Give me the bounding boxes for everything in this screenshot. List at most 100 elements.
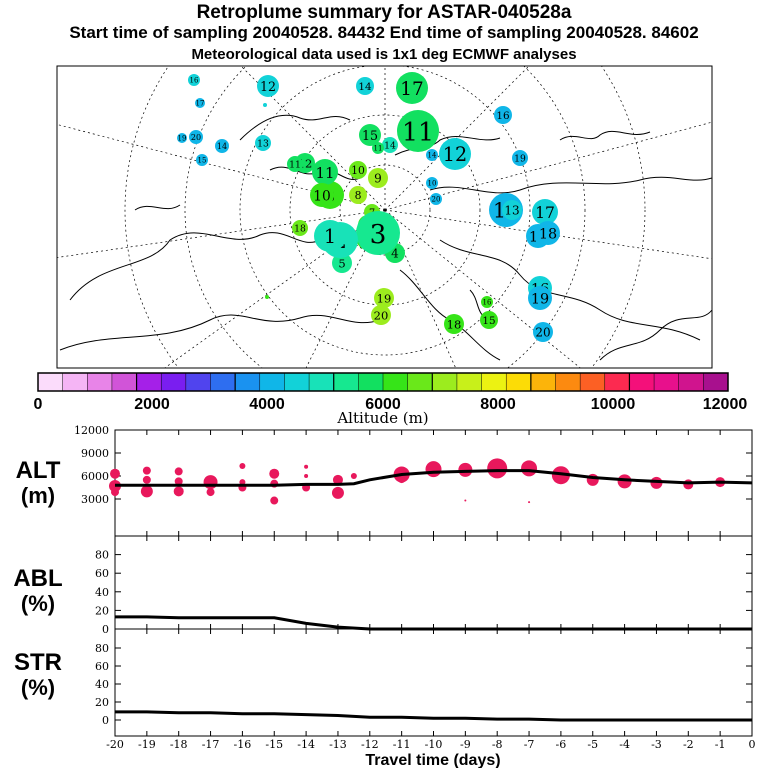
alt-point xyxy=(203,475,218,490)
alt-point xyxy=(551,466,570,485)
colorbar-segment xyxy=(407,373,433,391)
xtick-label: -15 xyxy=(265,738,283,751)
map-bubble xyxy=(189,130,203,144)
map-bubble xyxy=(177,133,187,143)
map-bubble-label: 11 xyxy=(289,160,301,171)
colorbar-segment xyxy=(629,373,655,391)
map-bubble-label: 20 xyxy=(432,196,441,204)
colorbar-segment xyxy=(580,373,606,391)
map-bubble xyxy=(356,77,374,95)
alt-point xyxy=(174,477,183,486)
str-ytick-label: 80 xyxy=(95,642,109,655)
map-bubble-label: 14 xyxy=(384,141,396,152)
alt-ytick-label: 6000 xyxy=(81,470,109,483)
colorbar-tick-12000: 12000 xyxy=(703,396,748,413)
map-bubble-label: 19 xyxy=(377,292,392,306)
alt-point xyxy=(110,468,120,479)
map-bubble-label: 14 xyxy=(428,152,437,160)
map-bubble-label: 11 xyxy=(315,164,334,182)
map-bubble-label: 13 xyxy=(257,139,269,150)
alt-point xyxy=(528,501,531,504)
map-bubble xyxy=(371,305,391,325)
map-bubble xyxy=(439,138,471,170)
colorbar-segment xyxy=(383,373,408,391)
map-bubble-label: 3 xyxy=(370,219,387,250)
map-bubble xyxy=(332,253,352,273)
colorbar-segment xyxy=(481,373,507,391)
map-bubble-label: 18 xyxy=(447,318,462,332)
map-bubble-label: 14 xyxy=(217,142,227,151)
abl-ylabel-unit: (%) xyxy=(21,591,55,616)
map-bubble xyxy=(533,322,553,342)
alt-point xyxy=(521,460,538,477)
xaxis-label: Travel time (days) xyxy=(365,752,500,768)
colorbar-segment xyxy=(284,373,310,391)
map-bubble xyxy=(310,183,334,207)
str-ytick-label: 20 xyxy=(95,696,109,709)
alt-point xyxy=(350,473,357,479)
map-bubble-label: 15 xyxy=(362,128,378,143)
str-ytick-label: 40 xyxy=(95,678,109,691)
map-bubble-label: 4 xyxy=(391,247,399,261)
alt-point xyxy=(174,467,183,476)
alt-point xyxy=(239,463,246,470)
map-bubble-label: 18 xyxy=(539,226,557,242)
retroplume-map: 1214171619811121110151414102011161720191… xyxy=(56,65,713,369)
map-bubble-label: 8 xyxy=(355,189,362,202)
map-bubble xyxy=(292,220,308,236)
str-ytick-label: 60 xyxy=(95,660,109,673)
xtick-label: -2 xyxy=(683,738,694,751)
map-bubble xyxy=(287,156,303,172)
map-bubble xyxy=(382,137,398,153)
alt-ytick-label: 3000 xyxy=(81,493,109,506)
abl-ytick-label: 0 xyxy=(102,623,109,636)
abl-ytick-label: 60 xyxy=(95,567,109,580)
map-bubble-label: 19 xyxy=(531,291,549,307)
xtick-label: -6 xyxy=(556,738,567,751)
alt-point xyxy=(487,458,508,479)
map-bubble-label: 20 xyxy=(191,133,201,142)
map-bubble xyxy=(356,211,400,255)
str-ylabel-unit: (%) xyxy=(21,675,55,700)
map-bubble-label: 17 xyxy=(535,204,555,222)
map-bubble-label: 12 xyxy=(260,79,276,94)
map-bubble-label: 15 xyxy=(198,157,207,165)
colorbar-segment xyxy=(506,373,532,391)
map-bubble-label: 19 xyxy=(178,134,187,142)
colorbar-segment xyxy=(161,373,187,391)
map-bubble xyxy=(430,193,442,205)
map-bubble-label: 17 xyxy=(400,79,423,100)
colorbar-segment xyxy=(333,373,359,391)
map-bubble xyxy=(359,124,381,146)
alt-point xyxy=(142,466,151,475)
xtick-label: -4 xyxy=(619,738,630,751)
map-bubble-label: 10 xyxy=(428,180,437,188)
xtick-label: -3 xyxy=(651,738,662,751)
map-bubble-label: 1 xyxy=(324,225,336,248)
colorbar-segment xyxy=(456,373,482,391)
map-bubble xyxy=(255,135,271,151)
map-bubble xyxy=(512,150,528,166)
abl-ytick-label: 80 xyxy=(95,549,109,562)
xtick-label: -16 xyxy=(234,738,252,751)
map-bubble xyxy=(426,149,438,161)
map-bubble-label: 20 xyxy=(535,326,550,340)
colorbar-segment xyxy=(136,373,162,391)
map-bubble-label: 13 xyxy=(504,204,519,218)
abl-ylabel: ABL xyxy=(13,565,62,592)
map-bubble xyxy=(480,311,498,329)
map-bubble-label: 12 xyxy=(443,143,467,166)
alt-point xyxy=(331,486,344,499)
colorbar-tick-8000: 8000 xyxy=(480,396,516,413)
abl-ytick-label: 40 xyxy=(95,586,109,599)
map-bubble-label: 20 xyxy=(374,309,389,323)
map-bubble-label: 15 xyxy=(482,315,495,327)
alt-point xyxy=(304,464,309,469)
alt-point xyxy=(332,474,343,485)
map-bubble xyxy=(263,103,267,107)
map-bubble xyxy=(397,110,439,152)
map-bubble xyxy=(494,106,512,124)
colorbar-segment xyxy=(210,373,236,391)
